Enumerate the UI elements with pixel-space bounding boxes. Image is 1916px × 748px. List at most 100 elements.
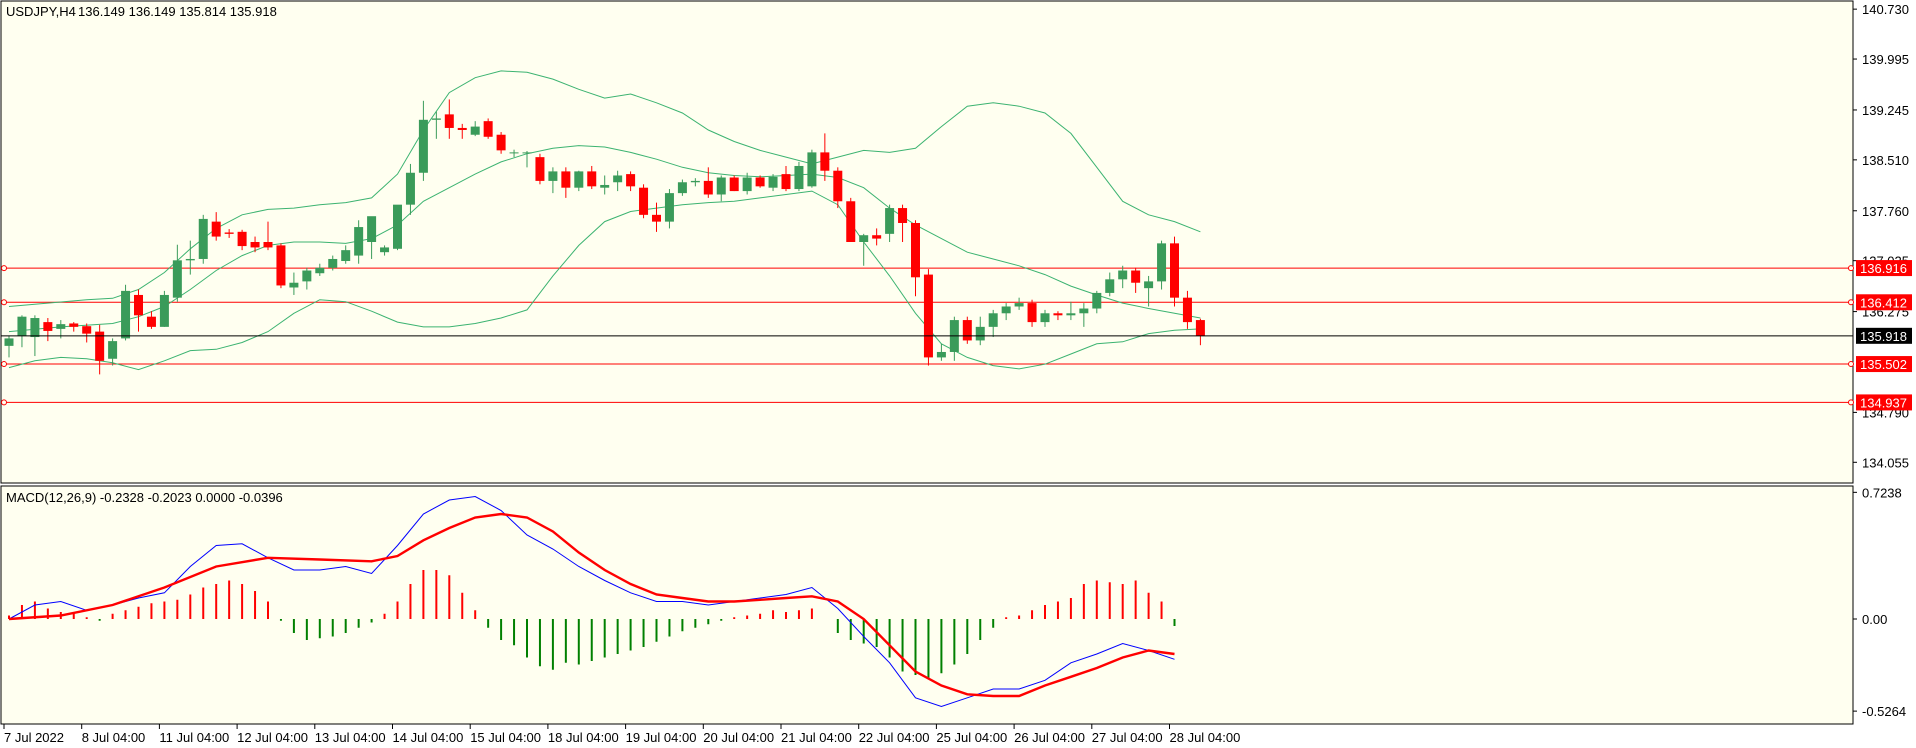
- candle-body: [1105, 279, 1115, 293]
- candle-body: [4, 338, 14, 346]
- line-anchor-right: [1848, 399, 1854, 406]
- candle-body: [95, 331, 105, 361]
- bollinger-lower-line: [8, 190, 1201, 371]
- bollinger-bands: [8, 70, 1201, 371]
- time-tick-label: 8 Jul 04:00: [82, 730, 146, 745]
- candle-body: [405, 172, 415, 205]
- candle-body: [470, 126, 480, 135]
- time-tick-label: 12 Jul 04:00: [237, 730, 308, 745]
- time-tick-label: 11 Jul 04:00: [159, 730, 229, 745]
- candle-body: [276, 245, 286, 286]
- candle-body: [898, 208, 908, 223]
- bollinger-middle-line: [8, 145, 1201, 333]
- time-tick-label: 14 Jul 04:00: [393, 730, 464, 745]
- symbol-info: USDJPY,H4: [6, 4, 76, 19]
- candle-body: [380, 247, 390, 253]
- candle-body: [159, 294, 169, 327]
- candle-body: [885, 208, 895, 234]
- price-tick-label: 139.245: [1862, 103, 1909, 118]
- time-tick-label: 7 Jul 2022: [4, 730, 64, 745]
- time-tick-label: 26 Jul 04:00: [1014, 730, 1085, 745]
- macd-info: MACD(12,26,9) -0.2328 -0.2023 0.0000 -0.…: [6, 490, 283, 505]
- candle-body: [1182, 297, 1192, 323]
- time-tick-label: 13 Jul 04:00: [315, 730, 386, 745]
- candle-body: [289, 282, 299, 288]
- candle-body: [988, 313, 998, 327]
- time-axis: 7 Jul 2022 8 Jul 04:00 11 Jul 04:00 12 Jul …: [3, 724, 1241, 745]
- time-tick-label: 15 Jul 04:00: [470, 730, 541, 745]
- candle-body: [626, 174, 636, 187]
- line-anchor-right: [1848, 299, 1854, 306]
- candle-body: [367, 216, 377, 242]
- macd-panel[interactable]: MACD(12,26,9) -0.2328 -0.2023 0.0000 -0.…: [0, 485, 1854, 725]
- time-tick-label: 28 Jul 04:00: [1170, 730, 1241, 745]
- macd-panel-area: [0, 485, 1854, 725]
- time-tick-label: 19 Jul 04:00: [626, 730, 697, 745]
- candle-body: [185, 258, 195, 261]
- candle-body: [302, 270, 312, 282]
- time-tick-label: 21 Jul 04:00: [781, 730, 852, 745]
- candle-body: [56, 324, 66, 329]
- candle-body: [263, 242, 273, 248]
- line-anchor-left: [1, 399, 7, 406]
- line-anchor-left: [1, 265, 7, 272]
- candle-body: [703, 180, 713, 195]
- macd-tick-label: 0.7238: [1862, 485, 1902, 500]
- time-tick-label: 22 Jul 04:00: [859, 730, 930, 745]
- price-tick-label: 139.995: [1862, 52, 1909, 67]
- candle-body: [1040, 313, 1050, 323]
- price-line-label-box: [1856, 260, 1912, 277]
- candle-body: [483, 121, 493, 137]
- candle-body: [794, 165, 804, 190]
- candle-body: [962, 320, 972, 341]
- ohlc-info: 136.149 136.149 135.814 135.918: [78, 4, 277, 19]
- candle-body: [431, 118, 441, 120]
- line-anchor-right: [1848, 265, 1854, 272]
- candle-body: [1053, 313, 1063, 316]
- bollinger-upper-line: [8, 70, 1201, 307]
- candle-body: [1066, 313, 1076, 316]
- price-axis: 140.730139.995139.245138.510137.760137.0…: [1853, 2, 1909, 470]
- candle-body: [224, 232, 234, 234]
- candle-body: [652, 214, 661, 222]
- candle-body: [509, 152, 519, 154]
- candle-body: [121, 290, 131, 339]
- macd-main-line: [8, 495, 1175, 708]
- candle-body: [1195, 320, 1205, 336]
- line-anchor-left: [1, 299, 7, 306]
- candle-body: [833, 170, 843, 202]
- candle-body: [1157, 243, 1167, 282]
- candle-body: [393, 204, 402, 249]
- candle-body: [911, 222, 920, 278]
- price-line-label-box: [1856, 356, 1912, 373]
- candle-body: [587, 171, 597, 187]
- candle-body: [677, 182, 687, 194]
- candle-body: [664, 193, 674, 222]
- candle-body: [574, 171, 584, 188]
- candle-body: [807, 152, 817, 187]
- line-anchor-left: [1, 361, 7, 368]
- price-line-label: 134.937: [1860, 395, 1907, 410]
- candle-body: [1079, 308, 1089, 314]
- candle-body: [1118, 270, 1128, 280]
- bid-label: 135.918: [1860, 329, 1907, 344]
- candle-body: [768, 176, 778, 188]
- candle-body: [315, 267, 325, 274]
- bid-label-box: [1856, 327, 1912, 344]
- time-tick-label: 20 Jul 04:00: [703, 730, 774, 745]
- candle-body: [108, 341, 118, 359]
- price-line-label-box: [1856, 394, 1912, 411]
- candle-body: [936, 351, 946, 358]
- candle-body: [69, 323, 79, 327]
- candle-body: [17, 316, 27, 336]
- candle-body: [923, 274, 933, 358]
- price-line-label: 135.502: [1860, 357, 1907, 372]
- candle-body: [535, 157, 545, 181]
- line-anchor-right: [1848, 361, 1854, 368]
- candle-body: [134, 294, 143, 316]
- price-panel[interactable]: USDJPY,H4 136.149 136.149 135.814 135.91…: [0, 0, 1854, 484]
- candle-body: [457, 127, 467, 130]
- candle-body: [975, 326, 985, 341]
- macd-tick-label: 0.00: [1862, 612, 1887, 627]
